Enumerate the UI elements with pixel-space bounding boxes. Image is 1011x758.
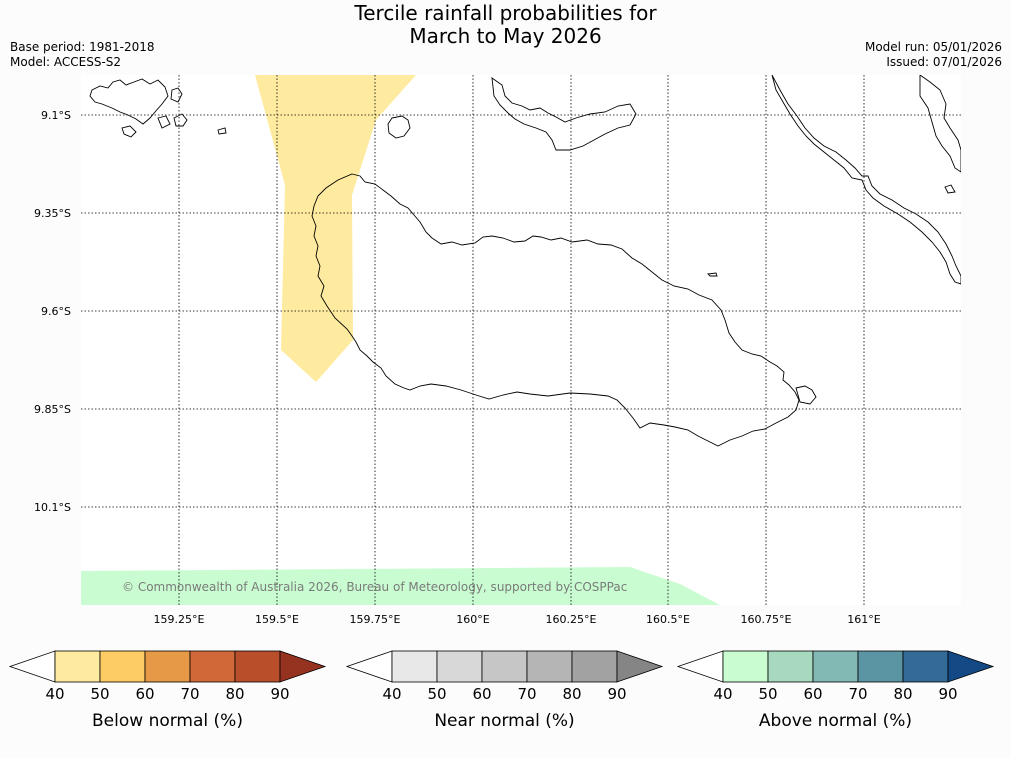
colorbar-segment xyxy=(234,650,281,683)
colorbar-segment xyxy=(54,650,101,683)
savo-island xyxy=(387,115,411,139)
colorbar-tick-label: 80 xyxy=(893,685,912,703)
malaita-coast xyxy=(771,75,961,285)
colorbar-min-extend xyxy=(676,650,724,683)
lat-label: 9.1°S xyxy=(41,109,71,122)
lat-label: 10.1°S xyxy=(34,501,71,514)
colorbar-segment xyxy=(526,650,573,683)
lon-label: 160°E xyxy=(456,613,489,626)
colorbar-max-extend xyxy=(616,650,664,683)
lat-labels: 9.1°S 9.35°S 9.6°S 9.85°S 10.1°S xyxy=(34,109,71,514)
colorbar-tick-label: 80 xyxy=(225,685,244,703)
colorbar-tick-label: 40 xyxy=(713,685,732,703)
colorbar-tick-label: 70 xyxy=(180,685,199,703)
colorbar-segment xyxy=(857,650,904,683)
colorbar-segment xyxy=(722,650,769,683)
colorbar-segment xyxy=(436,650,483,683)
colorbar-tick-label: 60 xyxy=(472,685,491,703)
lon-labels: 159.25°E 159.5°E 159.75°E 160°E 160.25°E… xyxy=(154,613,881,626)
model-label: Model: ACCESS-S2 xyxy=(10,55,122,69)
lon-label: 159.75°E xyxy=(350,613,401,626)
colorbar-tick-label: 40 xyxy=(45,685,64,703)
lon-label: 161°E xyxy=(847,613,880,626)
colorbar-tick-label: 50 xyxy=(427,685,446,703)
graticule xyxy=(81,75,961,605)
map-area xyxy=(81,75,961,605)
colorbar-segment xyxy=(767,650,814,683)
colorbar-tick-label: 90 xyxy=(270,685,289,703)
issued-label: Issued: 07/01/2026 xyxy=(886,55,1002,69)
colorbar-tick-label: 40 xyxy=(382,685,401,703)
colorbar-segment xyxy=(571,650,618,683)
colorbar-tick-label: 70 xyxy=(848,685,867,703)
nggela-islands xyxy=(491,77,637,151)
base-period-label: Base period: 1981-2018 xyxy=(10,40,155,54)
colorbar-title: Near normal (%) xyxy=(434,711,574,731)
below-normal-region xyxy=(255,75,416,382)
lon-label: 160.25°E xyxy=(546,613,597,626)
map-title-line1: Tercile rainfall probabilities for xyxy=(354,1,657,25)
colorbar-tick-label: 70 xyxy=(517,685,536,703)
colorbars: 40 50 60 70 80 90 Below normal (%) 40 50 60 70 80 90… xyxy=(8,650,995,731)
colorbar-tick-label: 90 xyxy=(938,685,957,703)
coastline xyxy=(89,75,961,447)
lon-label: 160.75°E xyxy=(741,613,792,626)
colorbar-segment xyxy=(189,650,236,683)
colorbar-tick-label: 50 xyxy=(758,685,777,703)
lon-label: 159.5°E xyxy=(255,613,299,626)
copyright-notice: © Commonwealth of Australia 2026, Bureau… xyxy=(122,580,627,594)
lat-label: 9.85°S xyxy=(34,403,71,416)
map-title-line2: March to May 2026 xyxy=(409,24,602,48)
colorbar-tick-label: 60 xyxy=(135,685,154,703)
colorbar-3: 40 50 60 70 80 90 Above normal (%) xyxy=(676,650,995,731)
colorbar-title: Below normal (%) xyxy=(92,711,243,731)
colorbar-segment xyxy=(812,650,859,683)
colorbar-segment xyxy=(391,650,438,683)
model-run-label: Model run: 05/01/2026 xyxy=(864,40,1002,54)
colorbar-segment xyxy=(99,650,146,683)
guadalcanal-island xyxy=(311,173,800,447)
colorbar-min-extend xyxy=(345,650,393,683)
lon-label: 160.5°E xyxy=(646,613,690,626)
colorbar-tick-label: 50 xyxy=(90,685,109,703)
colorbar-segment xyxy=(902,650,949,683)
colorbar-1: 40 50 60 70 80 90 Below normal (%) xyxy=(8,650,327,731)
above-normal-region xyxy=(81,567,720,605)
colorbar-segment xyxy=(481,650,528,683)
colorbar-segment xyxy=(144,650,191,683)
colorbar-2: 40 50 60 70 80 90 Near normal (%) xyxy=(345,650,664,731)
colorbar-tick-label: 80 xyxy=(562,685,581,703)
colorbar-min-extend xyxy=(8,650,56,683)
lat-label: 9.6°S xyxy=(41,305,71,318)
lon-label: 159.25°E xyxy=(154,613,205,626)
colorbar-title: Above normal (%) xyxy=(759,711,912,731)
lat-label: 9.35°S xyxy=(34,207,71,220)
colorbar-max-extend xyxy=(279,650,327,683)
colorbar-max-extend xyxy=(947,650,995,683)
colorbar-tick-label: 90 xyxy=(607,685,626,703)
colorbar-tick-label: 60 xyxy=(803,685,822,703)
